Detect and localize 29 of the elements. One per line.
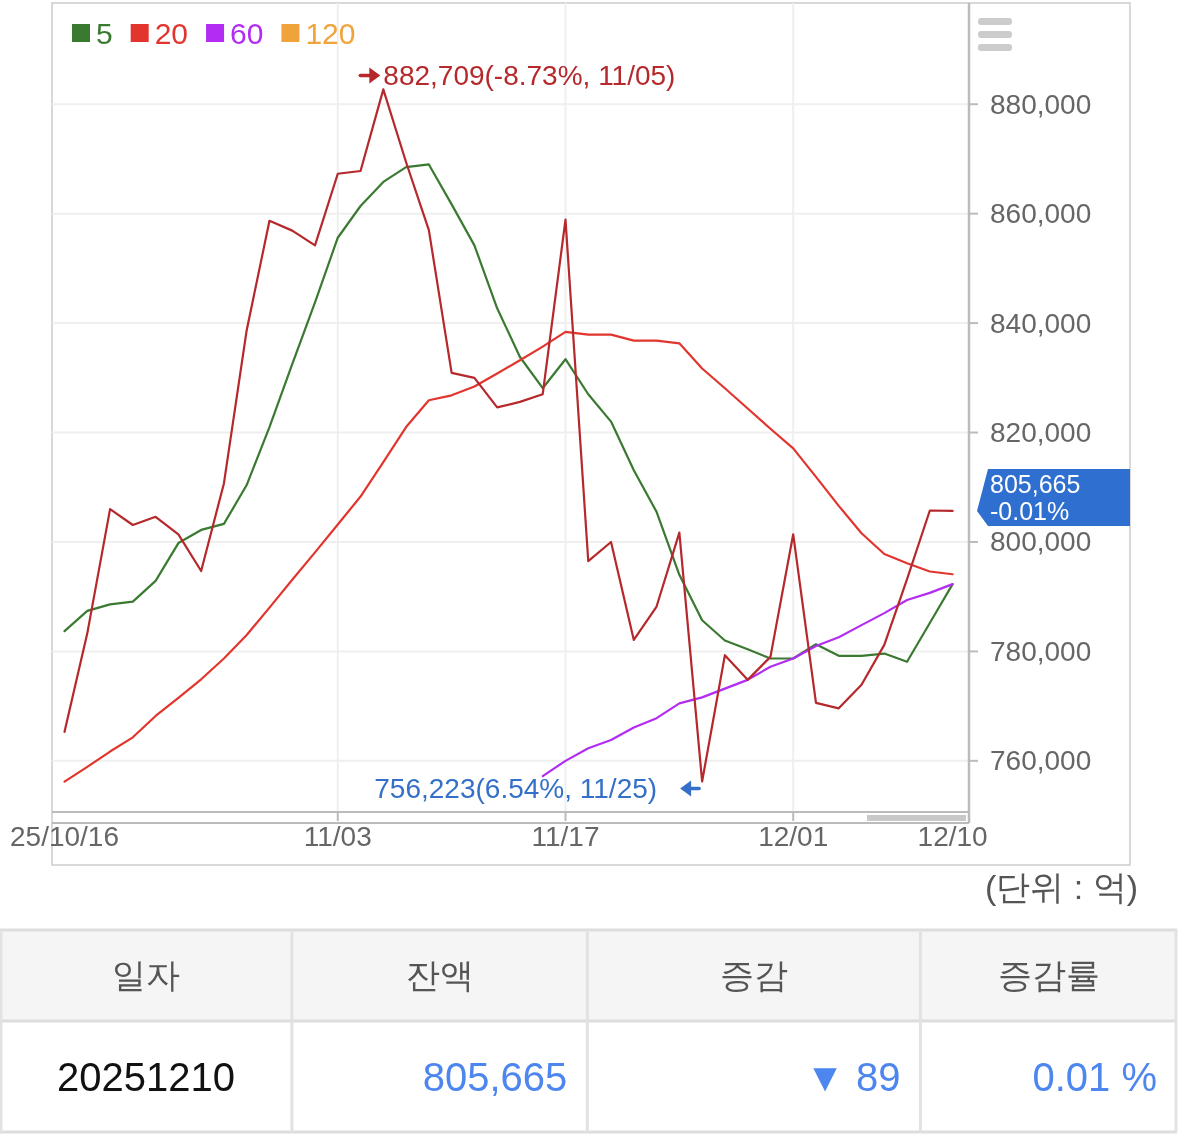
y-tick-label: 860,000 (990, 198, 1092, 230)
y-tick-label: 880,000 (990, 88, 1092, 120)
category-label: 일자 (111, 956, 180, 994)
text: ▼ 89 (805, 1055, 901, 1099)
text: 805,665 (422, 1055, 568, 1099)
legend-label: 60 (230, 16, 264, 50)
x-tick-label: 12/01 (758, 820, 829, 852)
annotation: 882,709(-8.73%, 11/05) (383, 59, 676, 91)
annotation: 805,665 -0.01% (990, 469, 1081, 525)
y-tick-label: 820,000 (990, 417, 1092, 449)
category-label: 잔액 (405, 956, 474, 994)
y-tick-label: 800,000 (990, 526, 1092, 558)
y-tick-label: 840,000 (990, 307, 1092, 339)
legend-label: 120 (305, 16, 356, 50)
y-tick-label: 780,000 (990, 635, 1092, 667)
current-value-flag: 805,665 -0.01% (977, 468, 1130, 526)
x-tick-label: 25/10/16 (10, 820, 120, 852)
y-tick-label: 760,000 (990, 745, 1092, 777)
y-axis-title: (단위 : 억) (985, 868, 1138, 906)
x-tick-label: 12/10 (917, 820, 988, 852)
text: 20251210 (56, 1055, 235, 1099)
x-tick-label: 11/17 (531, 820, 600, 852)
annotation: 756,223(6.54%, 11/25) (374, 773, 658, 805)
category-label: 증감률 (997, 956, 1100, 994)
legend-label: 5 (96, 16, 113, 50)
legend-label: 20 (154, 16, 189, 50)
text: 0.01 % (1032, 1055, 1157, 1099)
x-tick-label: 11/03 (303, 820, 372, 852)
category-label: 증감 (719, 956, 788, 994)
